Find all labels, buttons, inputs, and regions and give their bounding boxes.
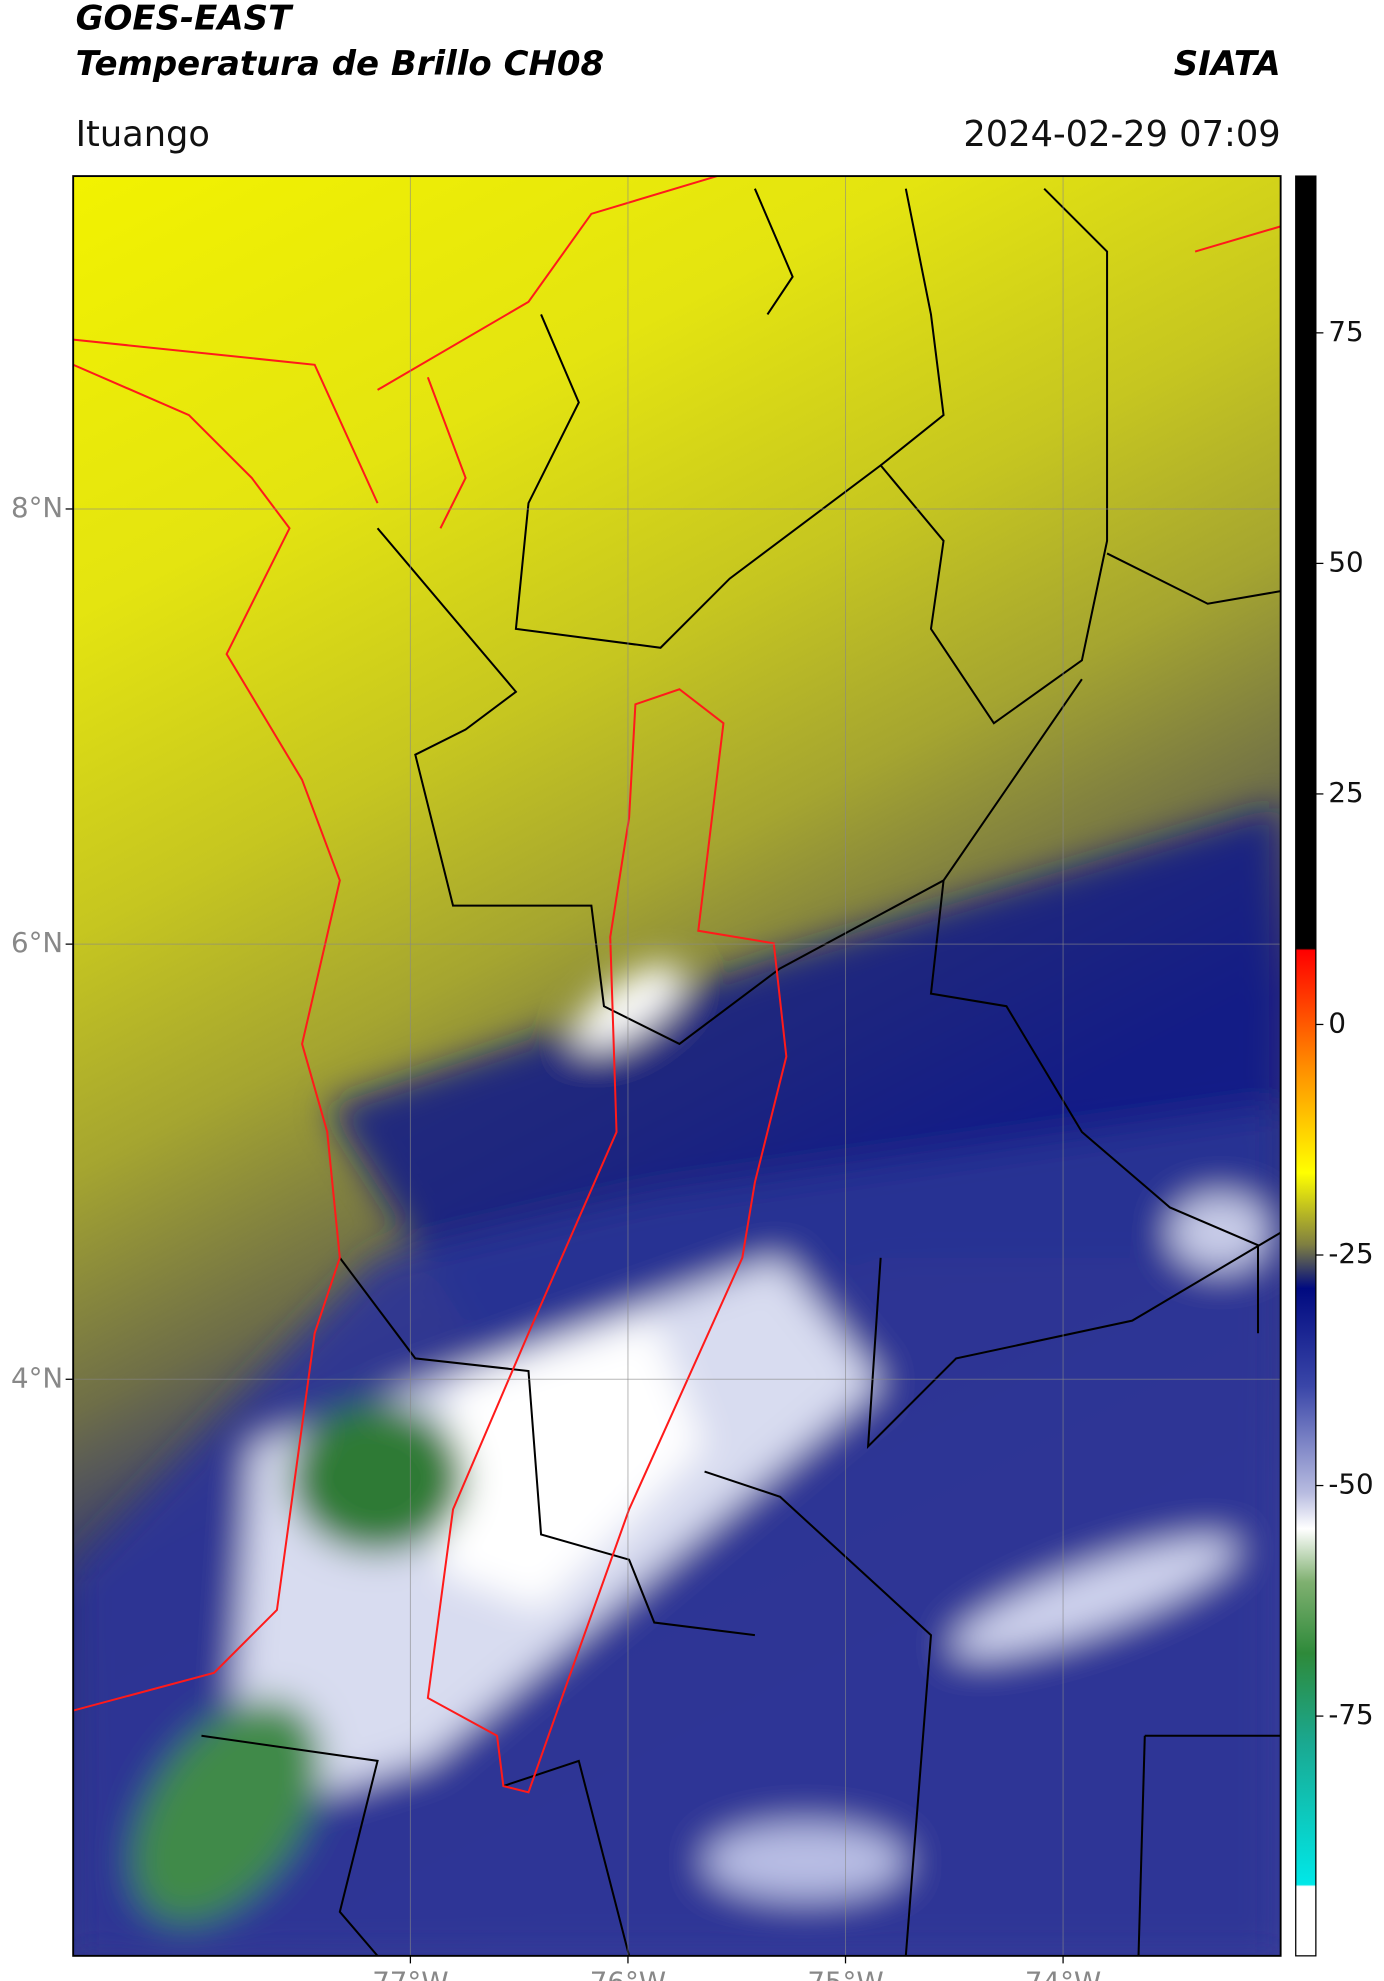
source: SIATA — [1174, 44, 1281, 84]
lat-label: 8°N — [11, 491, 63, 524]
lat-label: 4°N — [11, 1361, 63, 1394]
graticule — [73, 176, 1281, 1956]
lon-label: 75°W — [807, 1966, 883, 1981]
colorbar-label: 0 — [1328, 1006, 1346, 1039]
colorbar-label: -25 — [1328, 1237, 1373, 1270]
lon-label: 76°W — [590, 1966, 666, 1981]
satellite-image — [73, 176, 1281, 1956]
timestamp: 2024-02-29 07:09 — [963, 114, 1280, 155]
title-line1: GOES-EAST — [76, 0, 294, 39]
colorbar — [1295, 175, 1317, 1957]
title-line2: Temperatura de Brillo CH08 — [76, 44, 604, 84]
colorbar-label: 50 — [1328, 545, 1363, 578]
colorbar-label: -75 — [1328, 1698, 1373, 1731]
lat-label: 6°N — [11, 926, 63, 959]
lon-label: 77°W — [372, 1966, 448, 1981]
region: Ituango — [76, 114, 210, 155]
colorbar-label: 75 — [1328, 315, 1363, 348]
map-frame — [72, 175, 1282, 1957]
lon-label: 74°W — [1025, 1966, 1101, 1981]
colorbar-label: 25 — [1328, 776, 1363, 809]
colorbar-label: -50 — [1328, 1468, 1373, 1501]
